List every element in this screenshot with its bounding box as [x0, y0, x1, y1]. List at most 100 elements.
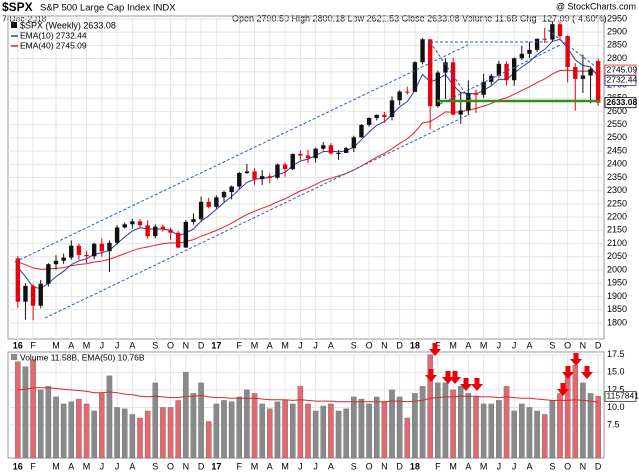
legend-label: EMA(10) 2732.44	[20, 30, 87, 40]
candle-body	[595, 61, 601, 103]
candle-body	[191, 219, 196, 222]
x-tick-label: O	[167, 461, 174, 471]
x-tick-label: J	[512, 461, 517, 471]
y-tick-label: 1850	[607, 304, 627, 314]
volume-bar	[37, 389, 44, 459]
volume-bar	[572, 365, 579, 459]
x-tick-label: A	[328, 461, 334, 471]
trendline	[547, 29, 601, 71]
volume-bar	[564, 375, 571, 459]
x-tick-label: O	[366, 340, 373, 350]
x-tick-label: J	[497, 340, 502, 350]
candle-body	[405, 91, 410, 93]
x-tick-label: J	[298, 461, 303, 471]
volume-bar	[389, 389, 395, 459]
candle-body	[244, 171, 250, 174]
volume-bar	[30, 359, 36, 459]
legend-label: EMA(40) 2745.09	[20, 40, 87, 50]
quote: Open 2790.50 High 2800.18 Low 2621.53 Cl…	[232, 13, 607, 23]
y-tick-label: 12.5	[607, 384, 625, 394]
volume-ema-line	[17, 387, 599, 403]
volume-bar	[114, 407, 120, 459]
x-tick-label: O	[366, 461, 373, 471]
y-tick-label: 2000	[607, 264, 627, 274]
trendline	[439, 44, 561, 105]
candle-body	[15, 258, 21, 302]
x-tick-label: M	[83, 461, 91, 471]
candle-body	[496, 63, 502, 76]
x-tick-label: M	[480, 461, 488, 471]
volume-bar	[259, 403, 265, 459]
candle-body	[30, 285, 36, 306]
volume-bar	[335, 410, 342, 459]
candle-body	[389, 100, 395, 117]
candle-body	[374, 114, 379, 119]
volume-bar	[91, 410, 97, 459]
volume-bar	[282, 400, 288, 459]
y-tick-label: 2150	[607, 225, 627, 235]
candle-body	[328, 145, 334, 154]
x-tick-label: 17	[211, 461, 221, 471]
volume-bar	[358, 398, 365, 459]
volume-bar	[22, 366, 29, 459]
y-tick-label: 2800	[607, 53, 627, 63]
x-tick-label: A	[328, 340, 334, 350]
x-tick-label: 18	[410, 340, 420, 350]
x-tick-label: J	[298, 340, 303, 350]
candle-body	[359, 124, 364, 138]
volume-bar	[328, 403, 334, 459]
candle-body	[38, 283, 43, 306]
x-tick-label: N	[183, 461, 190, 471]
candle-body	[259, 176, 265, 180]
candle-body	[573, 67, 578, 79]
volume-bar	[205, 421, 212, 459]
x-tick-label: S	[549, 461, 555, 471]
candle-body	[175, 232, 181, 248]
candle-body	[382, 114, 387, 117]
candle-body	[76, 245, 82, 255]
candle-body	[450, 62, 456, 115]
x-tick-label: A	[526, 461, 532, 471]
volume-bar	[251, 393, 258, 459]
candle-body	[412, 62, 418, 92]
volume-bar	[221, 400, 227, 459]
value-badge	[604, 390, 637, 402]
x-tick-label: S	[351, 340, 357, 350]
volume-bar	[267, 408, 273, 459]
volume-bar	[450, 389, 456, 459]
candle-body	[420, 39, 425, 63]
volume-bar	[488, 403, 495, 459]
x-tick-label: M	[281, 461, 289, 471]
x-tick-label: 18	[410, 461, 420, 471]
volume-bar	[106, 375, 113, 459]
y-tick-label: 2250	[607, 198, 627, 208]
volume-bar	[60, 403, 67, 459]
x-tick-label: A	[267, 340, 273, 350]
x-tick-label: M	[52, 461, 60, 471]
volume-bar	[503, 386, 510, 459]
symbol: $SPX	[2, 0, 33, 14]
x-tick-label: 16	[13, 461, 23, 471]
volume-bar	[396, 396, 403, 459]
candle-body	[542, 38, 547, 40]
marks	[15, 21, 601, 459]
x-tick-label: N	[580, 340, 587, 350]
x-tick-label: M	[449, 340, 457, 350]
x-tick-label: O	[564, 340, 571, 350]
legend-swatch	[11, 22, 17, 28]
candle-body	[229, 186, 234, 193]
x-tick-label: J	[512, 340, 517, 350]
candle-body	[557, 24, 563, 37]
ema-line	[17, 69, 599, 270]
volume-bar	[541, 414, 548, 459]
candle-body	[427, 39, 433, 107]
x-tick-label: S	[152, 340, 158, 350]
volume-bar	[442, 382, 449, 459]
y-tick-label: 2950	[607, 13, 627, 23]
candle-body	[237, 173, 242, 187]
x-tick-label: D	[396, 340, 403, 350]
date: 7-Dec-2018	[2, 13, 47, 23]
value-badge-label: 11578411	[607, 391, 639, 401]
candle-body	[214, 197, 219, 207]
candle-body	[298, 153, 303, 156]
